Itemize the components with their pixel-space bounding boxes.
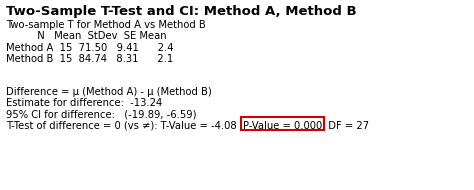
Text: Two-sample T for Method A vs Method B: Two-sample T for Method A vs Method B bbox=[6, 20, 206, 30]
Bar bbox=[241, 117, 324, 130]
Text: T-Test of difference = 0 (vs ≠): T-Value = -4.08: T-Test of difference = 0 (vs ≠): T-Value… bbox=[6, 121, 243, 131]
Text: N   Mean  StDev  SE Mean: N Mean StDev SE Mean bbox=[6, 32, 167, 41]
Text: P-Value = 0.000: P-Value = 0.000 bbox=[243, 121, 322, 131]
Text: Method B  15  84.74   8.31      2.1: Method B 15 84.74 8.31 2.1 bbox=[6, 54, 173, 64]
Text: Difference = μ (Method A) - μ (Method B): Difference = μ (Method A) - μ (Method B) bbox=[6, 87, 212, 97]
Text: Two-Sample T-Test and CI: Method A, Method B: Two-Sample T-Test and CI: Method A, Meth… bbox=[6, 5, 356, 18]
Text: Method A  15  71.50   9.41      2.4: Method A 15 71.50 9.41 2.4 bbox=[6, 43, 173, 53]
Text: DF = 27: DF = 27 bbox=[322, 121, 369, 131]
Text: Estimate for difference:  -13.24: Estimate for difference: -13.24 bbox=[6, 98, 162, 108]
Text: 95% CI for difference:   (-19.89, -6.59): 95% CI for difference: (-19.89, -6.59) bbox=[6, 110, 197, 120]
